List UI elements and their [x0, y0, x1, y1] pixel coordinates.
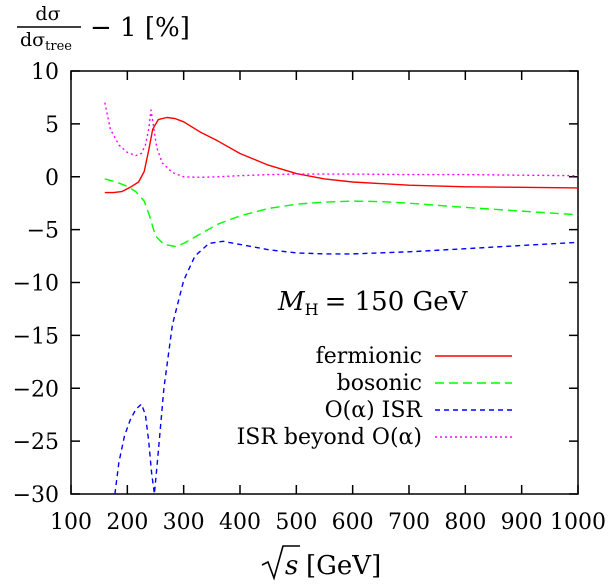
x-tick-label: 100	[50, 510, 92, 535]
y-label-rest: − 1 [%]	[90, 13, 190, 43]
series-line-0	[104, 116, 578, 194]
y-tick-label: 0	[45, 166, 59, 191]
annotation-sub: H	[305, 300, 319, 319]
series-line-3	[104, 102, 578, 178]
x-tick-label: 400	[219, 510, 261, 535]
mass-annotation: MH = 150 GeV	[277, 287, 469, 319]
x-tick-label: 1000	[550, 510, 606, 535]
legend-label-1: bosonic	[337, 371, 422, 396]
y-label-den-sub: tree	[45, 39, 72, 54]
axis-ticks: 100 200 300 400 500 600 700 800 900 1000 10 5 0 −5 −10…	[13, 60, 606, 535]
series-line-2	[114, 240, 578, 494]
y-axis-label: dσ dσtree − 1 [%]	[17, 3, 190, 54]
legend-label-2: O(α) ISR	[325, 398, 424, 423]
legend-label-0: fermionic	[316, 344, 422, 369]
series-layer	[104, 102, 578, 494]
annotation-symbol: M	[277, 287, 306, 317]
x-tick-label: 700	[388, 510, 430, 535]
x-axis-label: s [GeV]	[261, 545, 381, 581]
y-tick-label: −5	[27, 219, 59, 244]
annotation-rest: = 150 GeV	[325, 287, 469, 317]
legend-label-3: ISR beyond O(α)	[237, 425, 422, 450]
y-label-den-main: dσ	[20, 29, 45, 51]
y-tick-label: −25	[13, 430, 59, 455]
x-tick-label: 500	[275, 510, 317, 535]
series-line-1	[104, 178, 578, 248]
y-tick-label: −10	[13, 272, 59, 297]
x-tick-label: 900	[501, 510, 543, 535]
y-tick-label: −15	[13, 324, 59, 349]
x-tick-label: 300	[163, 510, 205, 535]
y-tick-label: −20	[13, 377, 59, 402]
x-tick-label: 800	[444, 510, 486, 535]
x-label-unit: [GeV]	[306, 551, 381, 581]
y-label-denominator: dσtree	[20, 29, 72, 54]
y-tick-label: −30	[13, 483, 59, 508]
y-label-numerator: dσ	[35, 3, 60, 25]
x-tick-label: 200	[106, 510, 148, 535]
y-tick-label: 10	[31, 60, 59, 85]
sqrt-symbol	[261, 545, 300, 581]
y-tick-label: 5	[45, 113, 59, 138]
x-label-radicand: s	[285, 551, 298, 581]
x-tick-label: 600	[332, 510, 374, 535]
